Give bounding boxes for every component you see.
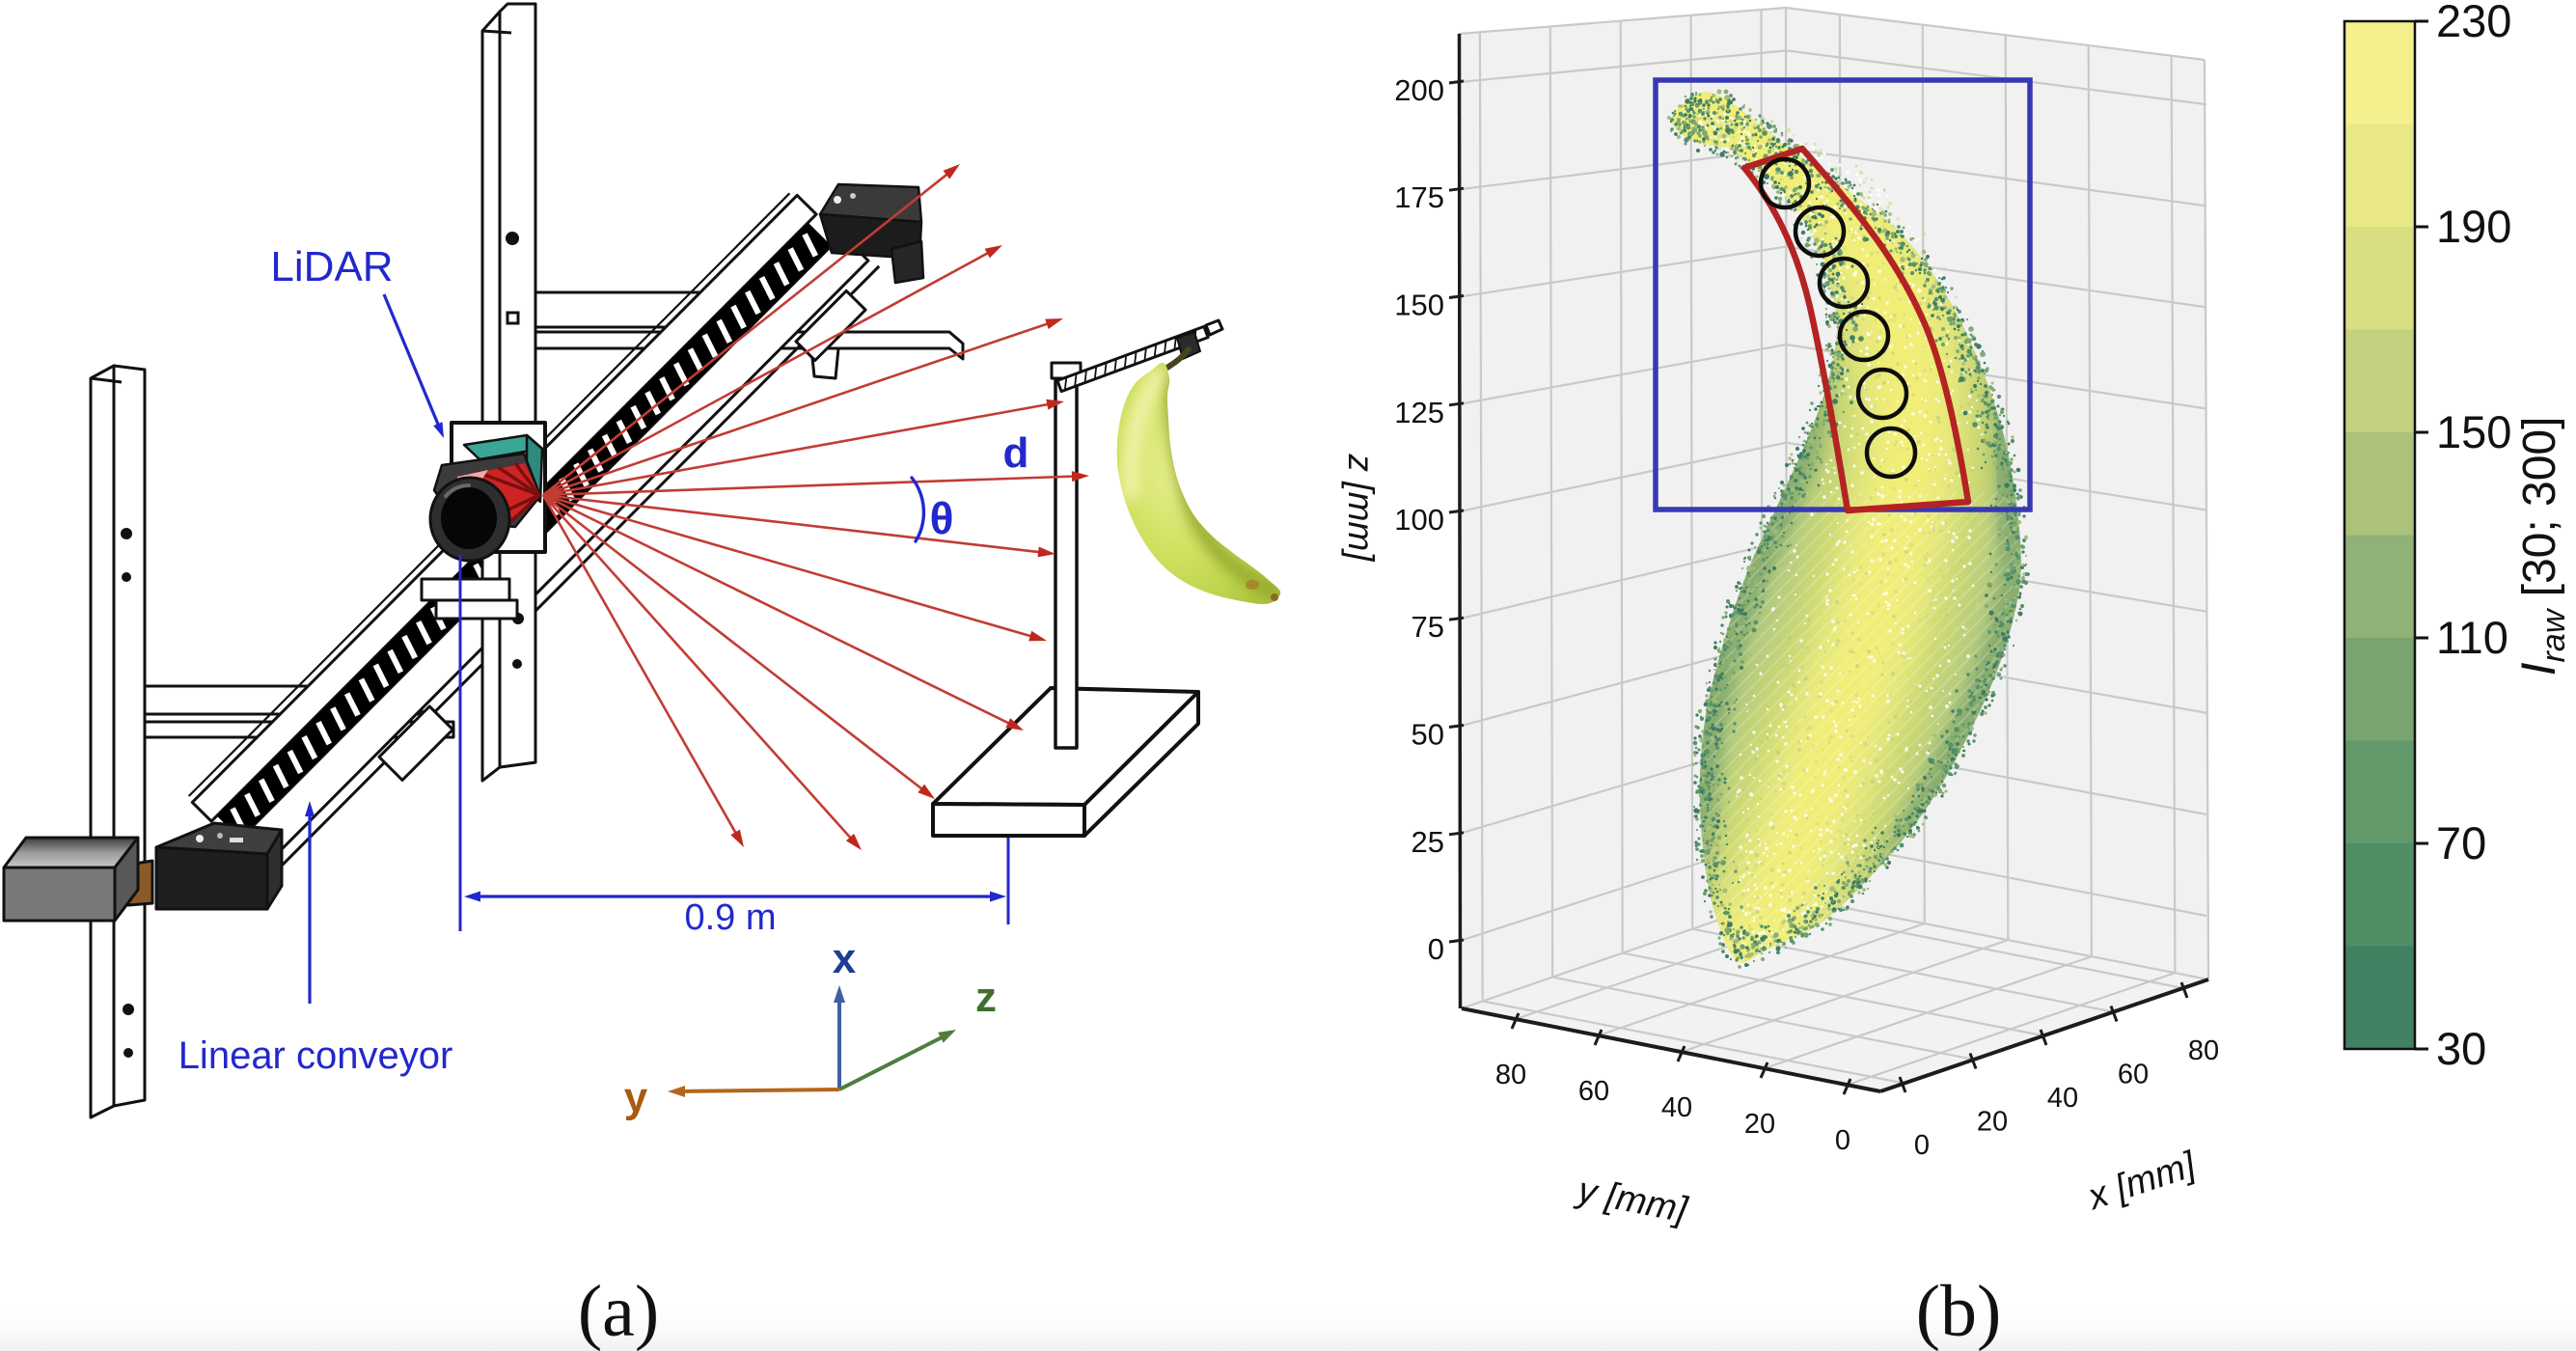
svg-text:Iraw [30; 300]: Iraw [30; 300]	[2511, 417, 2572, 676]
svg-text:d: d	[1003, 429, 1029, 477]
svg-text:0: 0	[1914, 1130, 1930, 1161]
svg-text:LiDAR: LiDAR	[270, 243, 393, 290]
svg-text:θ: θ	[930, 493, 954, 543]
svg-text:150: 150	[1394, 289, 1444, 322]
svg-text:110: 110	[2436, 612, 2508, 663]
svg-text:80: 80	[2188, 1035, 2219, 1066]
svg-text:0: 0	[1428, 932, 1444, 966]
svg-text:100: 100	[1394, 503, 1444, 537]
svg-text:200: 200	[1394, 73, 1444, 107]
svg-text:y: y	[624, 1074, 648, 1121]
svg-text:40: 40	[2047, 1083, 2078, 1114]
svg-text:230: 230	[2436, 0, 2511, 46]
svg-text:190: 190	[2436, 201, 2511, 252]
svg-text:50: 50	[1411, 718, 1444, 752]
svg-text:20: 20	[1977, 1107, 2008, 1138]
svg-text:z: z	[975, 974, 997, 1021]
svg-text:20: 20	[1744, 1109, 1775, 1140]
svg-text:75: 75	[1411, 610, 1444, 644]
svg-text:60: 60	[2118, 1060, 2149, 1090]
svg-text:(b): (b)	[1916, 1271, 2002, 1351]
svg-text:175: 175	[1394, 180, 1444, 214]
svg-text:0: 0	[1835, 1125, 1850, 1156]
svg-text:Linear conveyor: Linear conveyor	[178, 1034, 453, 1077]
svg-text:z [mm]: z [mm]	[1341, 454, 1381, 563]
svg-text:60: 60	[1578, 1076, 1609, 1107]
svg-text:30: 30	[2436, 1023, 2486, 1074]
svg-text:150: 150	[2436, 406, 2511, 457]
svg-text:0.9 m: 0.9 m	[684, 897, 776, 938]
svg-text:80: 80	[1495, 1060, 1526, 1090]
svg-text:125: 125	[1394, 396, 1444, 429]
svg-text:x: x	[833, 935, 857, 982]
svg-text:70: 70	[2436, 817, 2486, 868]
svg-text:(a): (a)	[578, 1271, 659, 1351]
svg-text:40: 40	[1661, 1092, 1692, 1123]
svg-text:25: 25	[1411, 825, 1444, 859]
